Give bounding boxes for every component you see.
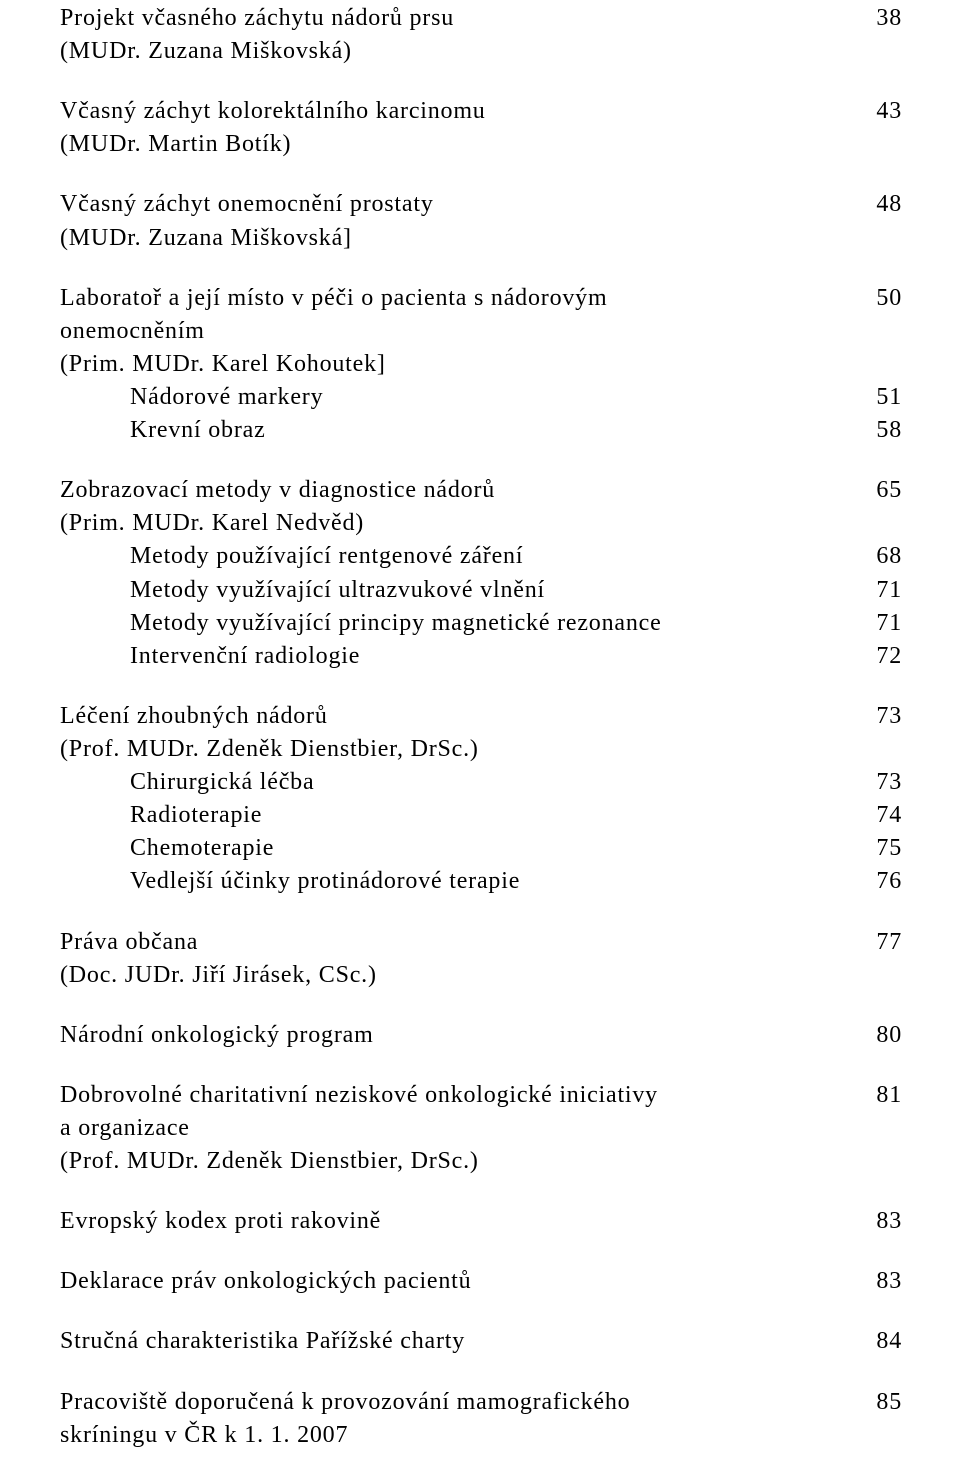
toc-row: Včasný záchyt onemocnění prostaty48 — [60, 188, 902, 221]
toc-author: (Prof. MUDr. Zdeněk Dienstbier, DrSc.) — [60, 733, 902, 766]
toc-entry: Práva občana77(Doc. JUDr. Jiří Jirásek, … — [60, 926, 902, 992]
toc-subrow: Metody používající rentgenové záření68 — [60, 540, 902, 573]
toc-subrow: Intervenční radiologie72 — [60, 640, 902, 673]
toc-entry: Pracoviště doporučená k provozování mamo… — [60, 1386, 902, 1452]
toc-subtitle: Nádorové markery — [130, 381, 876, 414]
toc-sub-page-number: 76 — [876, 865, 902, 898]
toc-sub-page-number: 71 — [876, 607, 902, 640]
toc-entry: Evropský kodex proti rakovině83 — [60, 1205, 902, 1238]
toc-subtitle: Chemoterapie — [130, 832, 876, 865]
toc-author: (MUDr. Zuzana Miškovská] — [60, 222, 902, 255]
toc-row: Národní onkologický program80 — [60, 1019, 902, 1052]
toc-page-number: 77 — [876, 926, 902, 959]
toc-row: Projekt včasného záchytu nádorů prsu38 — [60, 2, 902, 35]
toc-entry: Laboratoř a její místo v péči o pacienta… — [60, 282, 902, 448]
toc-subtitle: Metody využívající principy magnetické r… — [130, 607, 876, 640]
toc-title: Zobrazovací metody v diagnostice nádorů — [60, 474, 876, 507]
toc-title: Stručná charakteristika Pařížské charty — [60, 1325, 876, 1358]
toc-subrow: Chirurgická léčba73 — [60, 766, 902, 799]
toc-row: Deklarace práv onkologických pacientů83 — [60, 1265, 902, 1298]
toc-entry: Dobrovolné charitativní neziskové onkolo… — [60, 1079, 902, 1178]
toc-sub-page-number: 75 — [876, 832, 902, 865]
toc-row: Práva občana77 — [60, 926, 902, 959]
toc-subtitle: Intervenční radiologie — [130, 640, 876, 673]
toc-sub-page-number: 51 — [876, 381, 902, 414]
toc-sub-page-number: 58 — [876, 414, 902, 447]
toc-page-number: 65 — [876, 474, 902, 507]
toc-sub-page-number: 71 — [876, 574, 902, 607]
toc-title: Včasný záchyt onemocnění prostaty — [60, 188, 876, 221]
toc-entry: Národní onkologický program80 — [60, 1019, 902, 1052]
toc-author: (Prim. MUDr. Karel Kohoutek] — [60, 348, 902, 381]
toc-entry: Zobrazovací metody v diagnostice nádorů6… — [60, 474, 902, 673]
toc-page-number: 84 — [876, 1325, 902, 1358]
toc-subrow: Krevní obraz58 — [60, 414, 902, 447]
toc-title: Léčení zhoubných nádorů — [60, 700, 876, 733]
toc-sub-page-number: 68 — [876, 540, 902, 573]
toc-subrow: Vedlejší účinky protinádorové terapie76 — [60, 865, 902, 898]
toc-page-number: 48 — [876, 188, 902, 221]
toc-author: (MUDr. Zuzana Miškovská) — [60, 35, 902, 68]
toc-title: Deklarace práv onkologických pacientů — [60, 1265, 876, 1298]
toc-row: Dobrovolné charitativní neziskové onkolo… — [60, 1079, 902, 1112]
toc-entry: Stručná charakteristika Pařížské charty8… — [60, 1325, 902, 1358]
toc-page-number: 73 — [876, 700, 902, 733]
toc-subrow: Radioterapie74 — [60, 799, 902, 832]
toc-title-continuation: a organizace — [60, 1112, 902, 1145]
toc-title: Dobrovolné charitativní neziskové onkolo… — [60, 1079, 876, 1112]
toc-sub-page-number: 73 — [876, 766, 902, 799]
toc-subtitle: Metody používající rentgenové záření — [130, 540, 876, 573]
toc-subrow: Chemoterapie75 — [60, 832, 902, 865]
toc-author: (Doc. JUDr. Jiří Jirásek, CSc.) — [60, 959, 902, 992]
toc-row: Včasný záchyt kolorektálního karcinomu43 — [60, 95, 902, 128]
toc-page-number: 43 — [876, 95, 902, 128]
toc-subrow: Metody využívající ultrazvukové vlnění71 — [60, 574, 902, 607]
toc-subtitle: Chirurgická léčba — [130, 766, 876, 799]
toc-title: Práva občana — [60, 926, 876, 959]
toc-title: Laboratoř a její místo v péči o pacienta… — [60, 282, 876, 315]
toc-author: (MUDr. Martin Botík) — [60, 128, 902, 161]
toc-author: (Prof. MUDr. Zdeněk Dienstbier, DrSc.) — [60, 1145, 902, 1178]
toc-row: Stručná charakteristika Pařížské charty8… — [60, 1325, 902, 1358]
toc-subtitle: Krevní obraz — [130, 414, 876, 447]
toc-subtitle: Radioterapie — [130, 799, 876, 832]
toc-row: Zobrazovací metody v diagnostice nádorů6… — [60, 474, 902, 507]
toc-title-continuation: onemocněním — [60, 315, 902, 348]
toc-row: Evropský kodex proti rakovině83 — [60, 1205, 902, 1238]
toc-row: Laboratoř a její místo v péči o pacienta… — [60, 282, 902, 315]
toc-row: Pracoviště doporučená k provozování mamo… — [60, 1386, 902, 1419]
toc-page-number: 83 — [876, 1205, 902, 1238]
toc-title: Národní onkologický program — [60, 1019, 876, 1052]
toc-entry: Včasný záchyt onemocnění prostaty48(MUDr… — [60, 188, 902, 254]
toc-page-number: 38 — [876, 2, 902, 35]
toc-entry: Projekt včasného záchytu nádorů prsu38(M… — [60, 2, 902, 68]
toc-author: (Prim. MUDr. Karel Nedvěd) — [60, 507, 902, 540]
toc-subtitle: Vedlejší účinky protinádorové terapie — [130, 865, 876, 898]
toc-entry: Deklarace práv onkologických pacientů83 — [60, 1265, 902, 1298]
toc-entry: Včasný záchyt kolorektálního karcinomu43… — [60, 95, 902, 161]
toc-page-number: 50 — [876, 282, 902, 315]
toc-subrow: Metody využívající principy magnetické r… — [60, 607, 902, 640]
toc-title: Evropský kodex proti rakovině — [60, 1205, 876, 1238]
toc-page-number: 85 — [876, 1386, 902, 1419]
toc-sub-page-number: 72 — [876, 640, 902, 673]
toc-title: Pracoviště doporučená k provozování mamo… — [60, 1386, 876, 1419]
toc-title: Včasný záchyt kolorektálního karcinomu — [60, 95, 876, 128]
toc-entry: Léčení zhoubných nádorů73(Prof. MUDr. Zd… — [60, 700, 902, 899]
toc-sub-page-number: 74 — [876, 799, 902, 832]
toc-page: Projekt včasného záchytu nádorů prsu38(M… — [0, 0, 960, 1452]
toc-row: Léčení zhoubných nádorů73 — [60, 700, 902, 733]
toc-page-number: 81 — [876, 1079, 902, 1112]
toc-page-number: 80 — [876, 1019, 902, 1052]
toc-subrow: Nádorové markery51 — [60, 381, 902, 414]
toc-page-number: 83 — [876, 1265, 902, 1298]
toc-title: Projekt včasného záchytu nádorů prsu — [60, 2, 876, 35]
toc-title-continuation: skríningu v ČR k 1. 1. 2007 — [60, 1419, 902, 1452]
toc-subtitle: Metody využívající ultrazvukové vlnění — [130, 574, 876, 607]
